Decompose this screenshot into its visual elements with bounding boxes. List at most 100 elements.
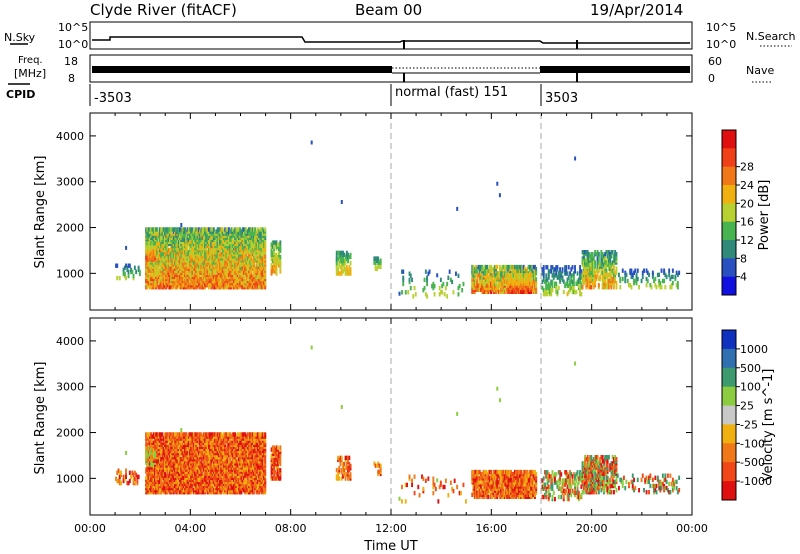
echo-cell-1061 — [195, 233, 198, 238]
echo-cell-3030 — [500, 283, 502, 288]
echo-cell-3755 — [596, 250, 599, 255]
echo-cell-3005 — [496, 283, 499, 288]
echo-cell-1018 — [194, 272, 196, 278]
echo-cell-568 — [172, 485, 175, 491]
echo-cell-1676 — [225, 241, 228, 247]
echo-cell-1478 — [215, 229, 218, 234]
echo-cell-206 — [154, 227, 156, 232]
echo-cell-3690 — [589, 285, 592, 290]
echo-cell-127 — [150, 440, 153, 445]
echo-cell-2625 — [279, 258, 282, 264]
echo-cell-2843 — [475, 269, 477, 274]
echo-cell-3067 — [503, 271, 506, 276]
echo-cell-2659 — [335, 271, 338, 276]
echo-cell-850 — [185, 235, 188, 240]
echo-cell-803 — [182, 432, 185, 437]
echo-cell-2649 — [130, 267, 132, 272]
echo-cell-1136 — [199, 235, 201, 240]
echo-cell-834 — [185, 270, 188, 275]
echo-cell-156 — [152, 488, 155, 493]
echo-cell-153 — [151, 438, 154, 443]
echo-cell-3695 — [589, 272, 592, 278]
echo-cell-3793 — [603, 276, 605, 282]
echo-cell-1571 — [220, 252, 223, 257]
echo-cell-3741 — [594, 250, 597, 255]
echo-cell-2513 — [148, 245, 151, 250]
echo-cell-3477 — [544, 279, 546, 284]
echo-cell-1682 — [225, 227, 228, 232]
echo-cell-2760 — [409, 273, 412, 278]
echo-cell-3947 — [645, 268, 648, 273]
echo-cell-3570 — [567, 265, 570, 270]
colorbar-tick-label-3: 16 — [740, 216, 754, 229]
colorbar-tick-label-5: 24 — [740, 179, 754, 192]
echo-cell-2782 — [438, 285, 441, 291]
echo-cell-11 — [145, 260, 148, 265]
echo-cell-3506 — [550, 287, 553, 293]
echo-cell-2841 — [475, 279, 477, 284]
echo-cell-47 — [146, 432, 149, 437]
colorbar-swatch-1 — [722, 148, 736, 168]
echo-cell-256 — [156, 233, 159, 238]
echo-cell-3678 — [587, 285, 590, 290]
echo-cell-3838 — [608, 266, 610, 271]
echo-cell-3665 — [585, 250, 588, 255]
echo-cell-1759 — [229, 229, 232, 234]
echo-cell-3476 — [544, 289, 546, 295]
echo-cell-2732 — [374, 264, 377, 269]
echo-cell-3262 — [529, 264, 531, 270]
echo-cell-3743 — [595, 274, 598, 280]
echo-cell-3210 — [522, 264, 525, 270]
echo-cell-3569 — [567, 275, 570, 280]
echo-cell-817 — [184, 250, 186, 255]
echo-cell-579 — [172, 252, 175, 257]
echo-cell-2767 — [423, 277, 426, 283]
power-ylabel: Slant Range [km] — [33, 156, 48, 269]
isolated-echo-4 — [496, 181, 499, 186]
echo-cell-2013 — [241, 250, 244, 255]
power-scatter — [115, 140, 681, 299]
echo-cell-663 — [176, 241, 179, 247]
echo-cell-312 — [159, 432, 161, 437]
echo-cell-3962 — [658, 278, 660, 284]
echo-cell-3858 — [609, 252, 612, 257]
echo-cell-3534 — [556, 275, 559, 280]
echo-cell-3554 — [564, 283, 566, 289]
echo-cell-2765 — [422, 288, 425, 293]
echo-cell-1428 — [212, 227, 215, 232]
freq-panel — [89, 54, 693, 83]
echo-cell-3469 — [542, 291, 545, 297]
echo-cell-2636 — [122, 267, 125, 272]
echo-cell-1971 — [239, 227, 242, 232]
echo-cell-464 — [166, 227, 169, 232]
echo-cell-3958 — [654, 276, 657, 282]
echo-cell-3987 — [675, 283, 678, 288]
isolated-echo-5 — [456, 206, 459, 211]
echo-cell-722 — [180, 276, 183, 282]
echo-cell-3662 — [585, 262, 588, 267]
echo-cell-3286 — [532, 275, 535, 280]
echo-cell-1174 — [201, 266, 204, 271]
echo-cell-1669 — [225, 260, 228, 265]
echo-cell-2682 — [339, 250, 342, 256]
colorbar-swatch-4 — [722, 203, 736, 223]
echo-cell-3837 — [608, 272, 610, 278]
echo-cell-3596 — [575, 289, 578, 295]
freq-tick-bottom: 8 — [68, 72, 75, 85]
echo-cell-3555 — [564, 271, 566, 276]
echo-cell-1450 — [214, 239, 217, 245]
echo-cell-3025 — [498, 269, 501, 274]
echo-cell-2983 — [493, 285, 496, 290]
echo-cell-1631 — [222, 229, 225, 234]
echo-cell-3522 — [554, 267, 556, 272]
echo-cell-1706 — [226, 235, 229, 240]
echo-cell-3898 — [614, 250, 617, 255]
echo-cell-76 — [147, 227, 150, 232]
echo-cell-479 — [167, 444, 170, 450]
echo-cell-2786 — [441, 283, 444, 289]
echo-cell-3575 — [569, 271, 571, 276]
echo-cell-2724 — [349, 267, 352, 272]
echo-cell-3539 — [557, 271, 560, 276]
echo-cell-2669 — [337, 267, 339, 272]
